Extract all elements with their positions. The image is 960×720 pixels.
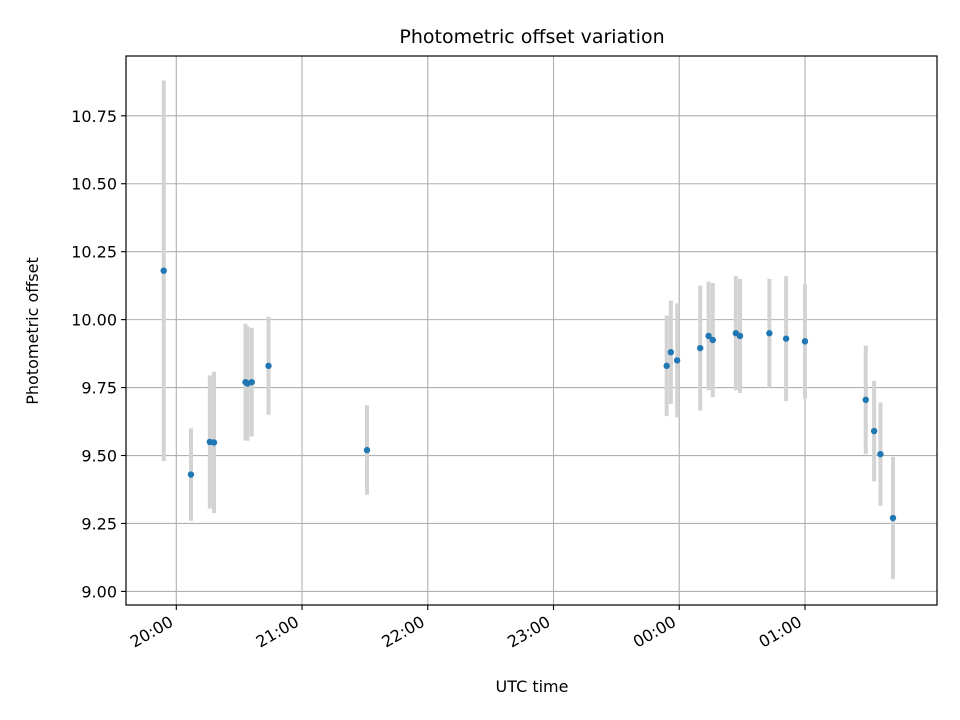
data-point (363, 446, 371, 454)
data-point (667, 349, 675, 356)
x-tick-label: 20:00 (127, 612, 176, 652)
data-point (766, 330, 773, 337)
data-point (187, 471, 195, 478)
y-axis-ticks: 9.00 9.25 9.50 9.75 10.00 10.25 10.50 10.75 (71, 107, 126, 601)
x-tick-label: 00:00 (630, 612, 679, 652)
x-tick-label: 23:00 (504, 612, 553, 652)
x-tick-label: 21:00 (253, 612, 302, 652)
data-point (709, 336, 716, 344)
y-tick-label: 9.25 (81, 514, 117, 533)
y-tick-label: 9.00 (81, 582, 117, 601)
y-tick-label: 10.50 (71, 175, 117, 194)
y-tick-label: 9.50 (81, 447, 117, 466)
y-tick-label: 10.00 (71, 311, 117, 330)
y-axis-label: Photometric offset (23, 257, 42, 405)
data-point (801, 338, 809, 345)
data-point (265, 362, 272, 370)
data-point (673, 357, 681, 364)
data-point (160, 267, 167, 274)
data-point (696, 344, 704, 352)
y-tick-label: 10.75 (71, 107, 117, 126)
y-tick-label: 10.25 (71, 243, 117, 262)
data-point (705, 332, 712, 340)
data-point (889, 514, 897, 522)
x-axis-ticks: 20:00 21:00 22:00 23:00 00:00 01:00 (127, 605, 806, 652)
chart-title: Photometric offset variation (399, 26, 664, 48)
data-point (248, 378, 255, 386)
data-point (210, 439, 218, 446)
error-bars (161, 80, 895, 580)
data-point (870, 427, 878, 435)
data-point (663, 362, 670, 370)
data-point (736, 332, 744, 340)
data-point (877, 450, 884, 458)
y-tick-label: 9.75 (81, 379, 117, 398)
data-point (862, 396, 869, 404)
data-points (160, 267, 897, 522)
x-tick-label: 01:00 (756, 612, 805, 652)
plot-frame (125, 55, 938, 606)
x-tick-label: 22:00 (378, 612, 427, 652)
x-axis-label: UTC time (496, 677, 569, 696)
data-point (782, 335, 790, 342)
